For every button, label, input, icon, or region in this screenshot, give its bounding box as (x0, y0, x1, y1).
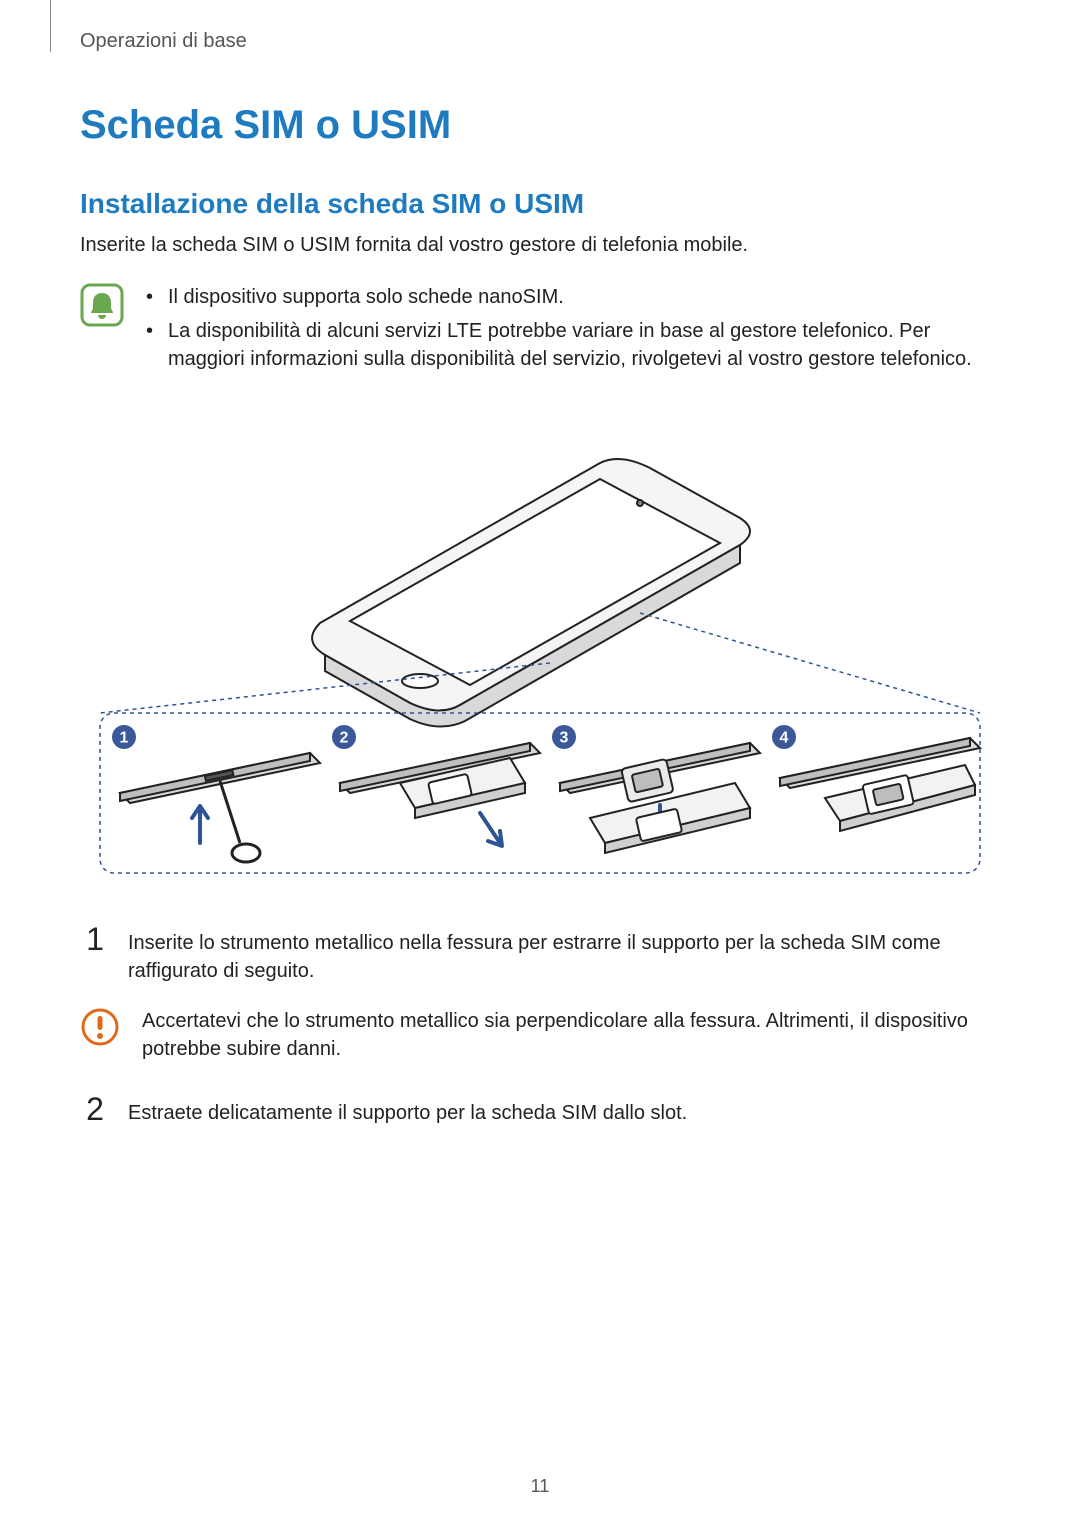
warning-text: Accertatevi che lo strumento metallico s… (142, 1007, 1000, 1063)
warning-icon (80, 1007, 120, 1047)
step-text: Inserite lo strumento metallico nella fe… (128, 923, 1000, 985)
note-block: Il dispositivo supporta solo schede nano… (80, 283, 1000, 379)
sim-install-diagram: 1 2 (80, 403, 1000, 883)
intro-paragraph: Inserite la scheda SIM o USIM fornita da… (80, 232, 1000, 259)
left-margin-rule (50, 0, 51, 52)
page-number: 11 (0, 1476, 1080, 1497)
warning-block: Accertatevi che lo strumento metallico s… (80, 1007, 1000, 1063)
diagram-callout: 2 (340, 730, 349, 747)
diagram-callout: 4 (780, 730, 789, 747)
section-header: Operazioni di base (80, 30, 1000, 53)
step-text: Estraete delicatamente il supporto per l… (128, 1093, 1000, 1127)
step-item: 2 Estraete delicatamente il supporto per… (80, 1093, 1000, 1127)
diagram-callout: 1 (120, 730, 129, 747)
diagram-callout: 3 (560, 730, 569, 747)
note-bullet: La disponibilità di alcuni servizi LTE p… (146, 317, 1000, 373)
note-bullet: Il dispositivo supporta solo schede nano… (146, 283, 1000, 311)
step-item: 1 Inserite lo strumento metallico nella … (80, 923, 1000, 985)
page-title: Scheda SIM o USIM (80, 103, 1000, 148)
page-subtitle: Installazione della scheda SIM o USIM (80, 188, 1000, 220)
step-number: 2 (80, 1093, 110, 1125)
step-number: 1 (80, 923, 110, 955)
note-bell-icon (80, 283, 124, 327)
